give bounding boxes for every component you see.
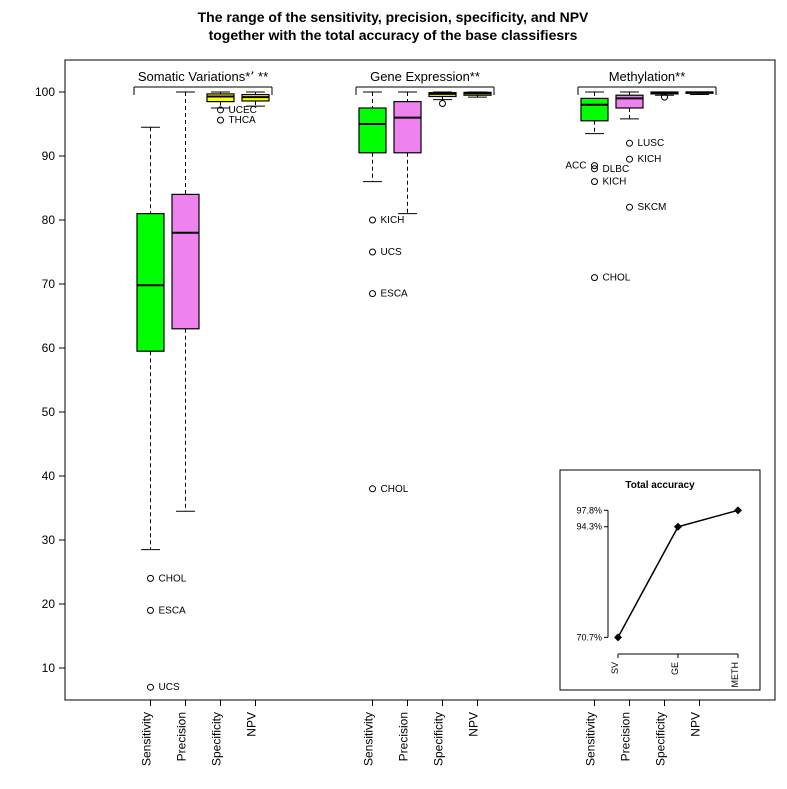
inset-x-label: GE <box>670 662 680 675</box>
x-axis-label: NPV <box>245 712 259 737</box>
x-axis-label: Precision <box>619 712 633 761</box>
inset-frame <box>560 470 760 690</box>
box <box>137 214 164 352</box>
group-label: Methylation** <box>609 69 686 84</box>
x-axis-label: Sensitivity <box>584 712 598 766</box>
outlier-label: UCS <box>381 247 402 258</box>
y-tick-label: 90 <box>42 149 56 163</box>
y-tick-label: 80 <box>42 213 56 227</box>
y-tick-label: 100 <box>35 85 55 99</box>
inset-y-label: 97.8% <box>576 505 602 515</box>
outlier-label: LUSC <box>638 138 665 149</box>
main-chart: The range of the sensitivity, precision,… <box>0 0 787 789</box>
box <box>581 98 608 120</box>
outlier-label: ESCA <box>159 605 187 616</box>
box <box>394 102 421 153</box>
inset-y-label: 94.3% <box>576 522 602 532</box>
outlier-point <box>148 575 154 581</box>
x-axis-label: Sensitivity <box>140 712 154 766</box>
group-label: Somatic Variations*٬ ** <box>138 69 268 84</box>
outlier-label: CHOL <box>381 484 409 495</box>
outlier-label: ESCA <box>381 289 409 300</box>
outlier-point <box>592 275 598 281</box>
y-tick-label: 50 <box>42 405 56 419</box>
outlier-label: KICH <box>381 215 405 226</box>
outlier-label: KICH <box>603 177 627 188</box>
x-axis-label: NPV <box>467 712 481 737</box>
inset-x-label: METH <box>730 662 740 688</box>
x-axis-label: Sensitivity <box>362 712 376 766</box>
outlier-label: CHOL <box>603 273 631 284</box>
x-axis-label: Specificity <box>432 712 446 766</box>
inset-title: Total accuracy <box>625 480 695 491</box>
outlier-point <box>370 291 376 297</box>
chart-title-line1: The range of the sensitivity, precision,… <box>198 9 589 25</box>
outlier-point <box>370 249 376 255</box>
inset-x-label: SV <box>610 662 620 674</box>
box <box>172 194 199 328</box>
y-tick-label: 70 <box>42 277 56 291</box>
outlier-label: CHOL <box>159 573 187 584</box>
inset-y-label: 70.7% <box>576 632 602 642</box>
box <box>616 95 643 108</box>
outlier-point <box>440 101 446 107</box>
outlier-point <box>218 117 224 123</box>
x-axis-label: Specificity <box>654 712 668 766</box>
x-axis-label: NPV <box>689 712 703 737</box>
outlier-point <box>627 140 633 146</box>
outlier-point <box>370 217 376 223</box>
y-tick-label: 20 <box>42 597 56 611</box>
y-tick-label: 10 <box>42 661 56 675</box>
outlier-point <box>592 179 598 185</box>
x-axis-label: Precision <box>175 712 189 761</box>
y-tick-label: 30 <box>42 533 56 547</box>
group-label: Gene Expression** <box>370 69 480 84</box>
box <box>359 108 386 153</box>
outlier-label: SKCM <box>638 202 667 213</box>
outlier-point <box>627 156 633 162</box>
outlier-label: UCS <box>159 682 180 693</box>
outlier-point <box>627 204 633 210</box>
x-axis-label: Precision <box>397 712 411 761</box>
outlier-label: ACC <box>565 161 586 172</box>
outlier-point <box>148 684 154 690</box>
y-tick-label: 60 <box>42 341 56 355</box>
outlier-label: KICH <box>638 154 662 165</box>
y-tick-label: 40 <box>42 469 56 483</box>
outlier-point <box>370 486 376 492</box>
chart-container: The range of the sensitivity, precision,… <box>0 0 787 789</box>
box <box>207 94 234 102</box>
outlier-label: DLBC <box>603 164 630 175</box>
x-axis-label: Specificity <box>210 712 224 766</box>
chart-title-line2: together with the total accuracy of the … <box>209 27 578 43</box>
outlier-point <box>148 607 154 613</box>
outlier-label: THCA <box>229 115 257 126</box>
